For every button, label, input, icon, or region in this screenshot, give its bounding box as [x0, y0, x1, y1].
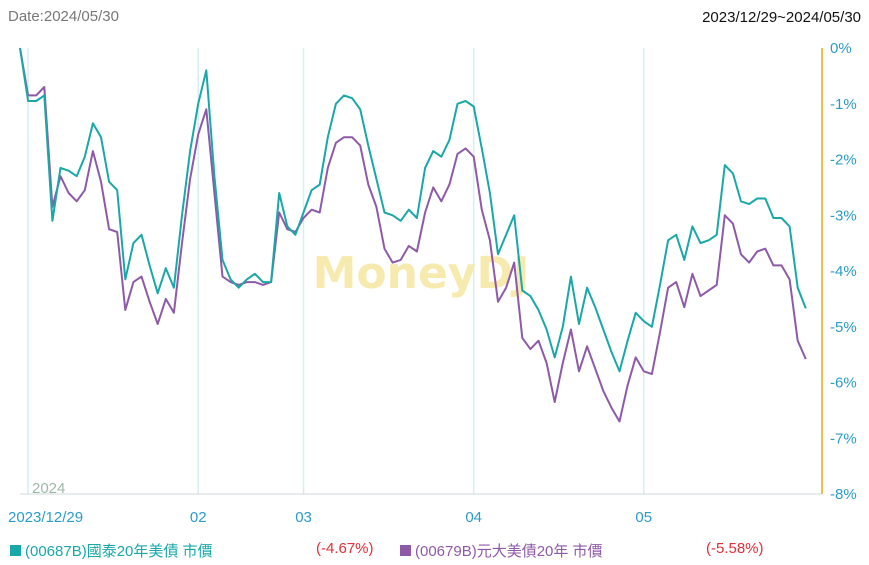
- y-tick-label: -1%: [830, 96, 857, 113]
- year-label: 2024: [32, 480, 65, 497]
- legend-change-00679b: (-5.58%): [706, 540, 764, 557]
- legend-label-00687b: (00687B)國泰20年美債 市價: [25, 543, 213, 560]
- y-tick-label: -3%: [830, 207, 857, 224]
- y-tick-label: -5%: [830, 319, 857, 336]
- legend-change-00679b-wrap: (-5.58%): [706, 540, 764, 557]
- legend-swatch-00679b: [400, 545, 411, 556]
- x-tick-label: 02: [190, 509, 207, 526]
- series-line-0: [19, 47, 807, 373]
- date-label: Date:2024/05/30: [8, 8, 119, 25]
- y-tick-label: -2%: [830, 152, 857, 169]
- y-tick-label: -7%: [830, 430, 857, 447]
- y-tick-label: -6%: [830, 375, 857, 392]
- x-tick-label: 05: [635, 509, 652, 526]
- x-tick-label: 2023/12/29: [8, 509, 83, 526]
- legend-swatch-00687b: [10, 545, 21, 556]
- y-tick-label: -8%: [830, 486, 857, 503]
- legend-item-00687b[interactable]: (00687B)國泰20年美債 市價: [10, 540, 213, 561]
- y-tick-label: 0%: [830, 40, 852, 57]
- x-tick-label: 04: [465, 509, 482, 526]
- watermark: MoneyDJ: [313, 248, 530, 299]
- series-line-1: [19, 47, 807, 423]
- legend-change-00687b: (-4.67%): [316, 540, 374, 557]
- legend-item-00679b[interactable]: (00679B)元大美債20年 市價: [400, 540, 603, 561]
- legend-label-00679b: (00679B)元大美債20年 市價: [415, 543, 603, 560]
- y-tick-label: -4%: [830, 263, 857, 280]
- x-tick-label: 03: [295, 509, 312, 526]
- legend-change-00687b-wrap: (-4.67%): [316, 540, 374, 557]
- date-range-label: 2023/12/29~2024/05/30: [702, 9, 861, 26]
